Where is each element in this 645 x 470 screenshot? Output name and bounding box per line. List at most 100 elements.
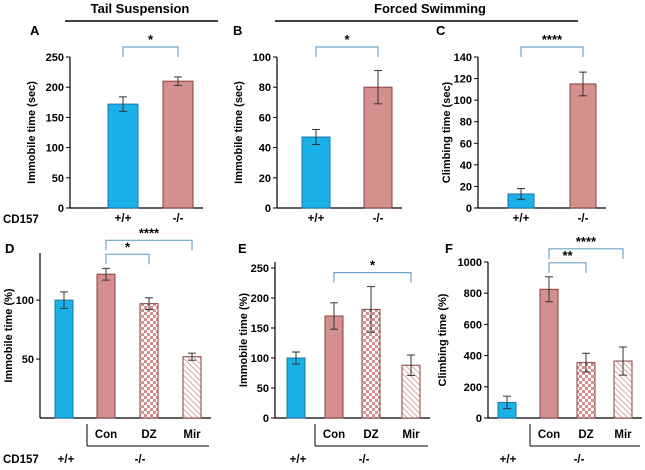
y-tick-label-b: 40 [259, 143, 271, 155]
significance-bracket-e [333, 272, 412, 283]
category-label-b: -/- [373, 213, 384, 225]
significance-label-c: **** [542, 32, 563, 47]
y-tick-label-b: 80 [259, 82, 271, 94]
y-axis-label-f: Climbing time (%) [437, 293, 449, 386]
y-tick-label-f: 1000 [458, 257, 482, 269]
significance-label-b: * [344, 32, 350, 47]
category-label-c: -/- [578, 213, 589, 225]
cd157-label-top: CD157 [3, 214, 39, 226]
bar-a-0 [107, 103, 139, 209]
y-tick-label-b: 20 [259, 173, 271, 185]
y-tick-label-d: 100 [16, 295, 34, 307]
category-label-a: +/+ [115, 213, 132, 225]
bar-a-1 [162, 80, 194, 209]
genotype-label-d: +/+ [58, 454, 75, 466]
y-tick-label-b: 0 [265, 203, 271, 215]
y-tick-label-e: 0 [263, 413, 269, 425]
y-tick-label-b: 100 [253, 52, 271, 64]
y-axis-label-a: Immobile time (sec) [26, 81, 38, 184]
y-tick-label-f: 0 [476, 413, 482, 425]
header-forced-swimming: Forced Swimming [374, 1, 486, 16]
significance-bracket-d [105, 239, 193, 251]
panel-b: B 0 20 40 60 80 100 Immobile time (sec) +/+ -/- * [233, 23, 402, 225]
y-tick-label-f: 800 [464, 288, 482, 300]
y-tick-label-f: 600 [464, 319, 482, 331]
y-tick-label-c: 20 [460, 181, 472, 193]
y-tick-label-c: 80 [460, 117, 472, 129]
significance-bracket-c [520, 46, 584, 57]
panel-label-c: C [436, 23, 446, 38]
panel-f: F 0 200 400 600 800 1000 Climbing time (%) Con DZ… [437, 234, 642, 466]
y-tick-label-a: 200 [46, 82, 64, 94]
panel-c: C 0 20 40 60 80 100 120 140 Climbing time (sec) +/… [436, 23, 606, 225]
y-tick-label-b: 60 [259, 112, 271, 124]
genotype-label-f: -/- [574, 454, 585, 466]
significance-bracket-b [315, 46, 379, 57]
cd157-label-bottom: CD157 [3, 454, 39, 466]
panel-label-a: A [30, 23, 40, 38]
significance-bracket-f [548, 262, 587, 273]
significance-label-f: ** [562, 248, 573, 263]
bar-e-1 [324, 315, 344, 419]
bar-d-2 [139, 303, 159, 419]
category-label-e: DZ [363, 429, 378, 441]
panel-e: E 0 50 100 150 200 250 Immobile time (%) Con DZ Mi… [238, 241, 430, 466]
bar-d-1 [96, 273, 116, 419]
category-label-e: Mir [402, 429, 420, 441]
category-label-f: Mir [614, 429, 632, 441]
panel-label-d: D [5, 241, 14, 256]
y-tick-label-e: 250 [251, 263, 269, 275]
y-tick-label-e: 50 [257, 383, 269, 395]
significance-label-a: * [148, 32, 154, 47]
bar-e-0 [286, 357, 306, 419]
panel-label-e: E [238, 241, 247, 256]
significance-bracket-a [122, 46, 179, 57]
bar-b-1 [363, 86, 393, 209]
category-label-f: Con [538, 429, 560, 441]
y-tick-label-a: 150 [46, 112, 64, 124]
bar-c-1 [569, 83, 597, 209]
y-tick-label-e: 100 [251, 353, 269, 365]
y-tick-label-a: 250 [46, 52, 64, 64]
bar-b-0 [301, 136, 331, 209]
significance-label-d: **** [139, 225, 160, 240]
y-tick-label-c: 140 [454, 52, 472, 64]
header-tail-suspension: Tail Suspension [91, 1, 190, 16]
significance-label-d: * [125, 239, 131, 254]
significance-label-e: * [370, 258, 376, 273]
y-tick-label-e: 200 [251, 293, 269, 305]
y-tick-label-c: 40 [460, 160, 472, 172]
genotype-label-d: -/- [135, 454, 146, 466]
y-tick-label-d: 50 [22, 354, 34, 366]
panel-label-f: F [445, 241, 453, 256]
category-label-b: +/+ [308, 213, 325, 225]
panel-a: A 0 50 100 150 200 250 Immobile time (sec) +/+ -/… [26, 23, 203, 225]
y-tick-label-a: 100 [46, 143, 64, 155]
y-axis-label-c: Climbing time (sec) [441, 81, 453, 183]
bar-d-3 [182, 356, 202, 419]
y-tick-label-e: 150 [251, 323, 269, 335]
y-axis-label-d: Immobile time (%) [3, 288, 15, 382]
genotype-label-e: -/- [359, 454, 370, 466]
y-axis-label-b: Immobile time (sec) [233, 81, 245, 184]
y-tick-label-f: 400 [464, 351, 482, 363]
category-label-d: DZ [141, 429, 156, 441]
y-tick-label-c: 120 [454, 74, 472, 86]
category-label-a: -/- [173, 213, 184, 225]
category-label-f: DZ [578, 429, 593, 441]
y-tick-label-a: 50 [52, 173, 64, 185]
category-label-e: Con [323, 429, 345, 441]
y-axis-label-e: Immobile time (%) [238, 293, 250, 387]
y-tick-label-f: 200 [464, 382, 482, 394]
significance-label-f: **** [576, 234, 597, 249]
bar-d-0 [54, 299, 74, 419]
y-tick-label-a: 0 [58, 203, 64, 215]
genotype-label-e: +/+ [290, 454, 307, 466]
category-label-c: +/+ [513, 213, 530, 225]
panel-label-b: B [233, 23, 242, 38]
y-tick-label-c: 60 [460, 138, 472, 150]
y-tick-label-c: 0 [466, 203, 472, 215]
